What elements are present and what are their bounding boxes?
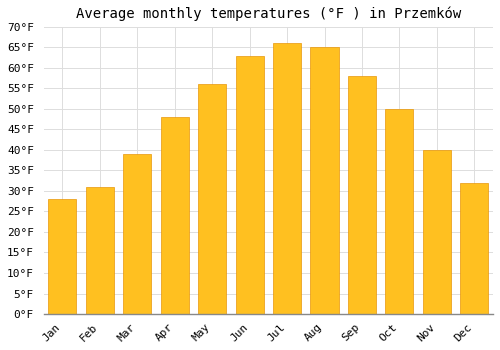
- Bar: [198, 84, 226, 314]
- Bar: [160, 117, 189, 314]
- Bar: [48, 199, 76, 314]
- Bar: [236, 56, 264, 314]
- Bar: [273, 43, 301, 314]
- Title: Average monthly temperatures (°F ) in Przemków: Average monthly temperatures (°F ) in Pr…: [76, 7, 461, 21]
- Bar: [460, 183, 488, 314]
- Bar: [386, 109, 413, 314]
- Bar: [310, 47, 338, 314]
- Bar: [86, 187, 114, 314]
- Bar: [423, 150, 451, 314]
- Bar: [123, 154, 152, 314]
- Bar: [348, 76, 376, 314]
